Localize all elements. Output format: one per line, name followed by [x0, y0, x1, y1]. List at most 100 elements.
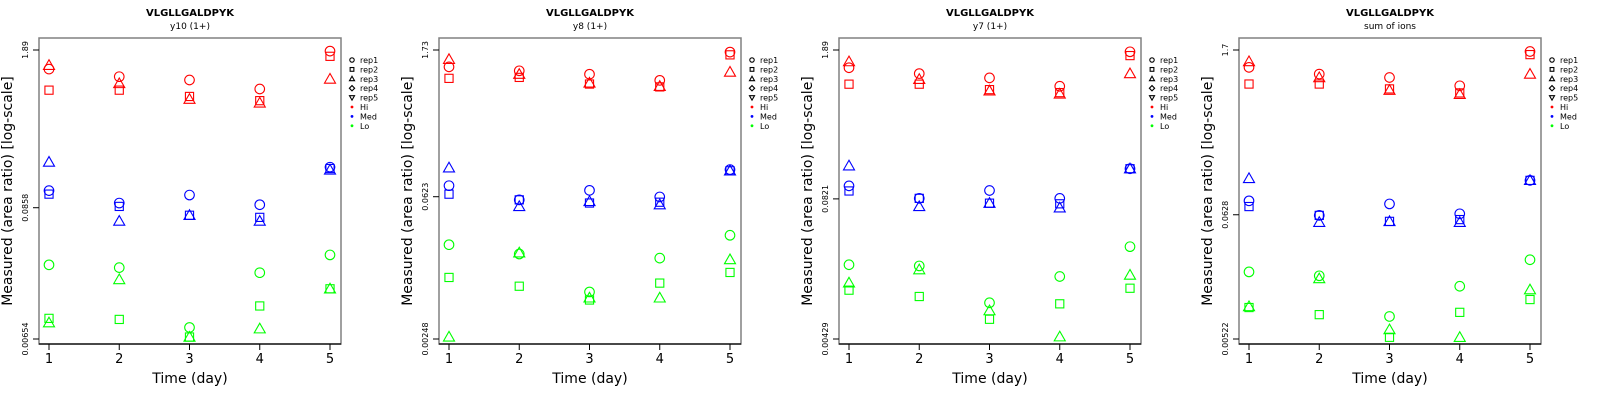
legend-label-rep5: rep5 [760, 94, 778, 103]
legend-symbol-rep3 [1548, 75, 1556, 82]
legend-symbol-rep2 [1149, 66, 1155, 72]
point-lo-rep3-day4 [253, 322, 267, 334]
point-med-rep3-day5 [323, 163, 337, 175]
point-med-rep1-day2 [113, 197, 125, 209]
legend-label-lo: Lo [1160, 122, 1169, 131]
chart-title: VLGLLGALDPYK [146, 8, 235, 19]
point-hi-rep2-day1 [1244, 79, 1254, 89]
point-lo-rep1-day2 [513, 248, 525, 260]
legend-symbol-med [1550, 115, 1554, 118]
point-hi-rep2-day1 [444, 73, 454, 83]
point-hi-rep1-day2 [113, 71, 125, 83]
point-lo-rep1-day2 [113, 262, 125, 273]
point-lo-rep2-day5 [1525, 294, 1535, 305]
legend-label-rep4: rep4 [760, 84, 778, 93]
legend-label-rep2: rep2 [760, 65, 778, 74]
point-hi-rep3-day2 [912, 72, 926, 84]
legend-label-rep5: rep5 [1560, 94, 1578, 103]
point-lo-rep3-day4 [1453, 330, 1467, 342]
point-hi-rep1-day5 [724, 46, 736, 58]
chart-title: VLGLLGALDPYK [946, 8, 1035, 19]
y-tick-label: 0.00522 [1221, 322, 1230, 355]
legend-symbol-rep1 [749, 57, 755, 63]
legend-symbol-rep1 [1549, 57, 1555, 63]
y-tick-label: 0.00248 [421, 322, 430, 355]
point-lo-rep1-day4 [654, 252, 666, 264]
point-lo-rep3-day1 [42, 316, 56, 328]
legend-label-lo: Lo [360, 122, 369, 131]
x-axis-label: Time (day) [1351, 371, 1427, 387]
point-med-rep3-day4 [253, 214, 267, 226]
point-lo-rep2-day3 [1384, 332, 1395, 342]
y-tick-label: 1.73 [421, 41, 430, 59]
legend-symbol-hi [1150, 105, 1154, 109]
legend-label-med: Med [1560, 112, 1577, 121]
point-lo-rep2-day2 [114, 314, 124, 325]
legend-label-rep3: rep3 [360, 75, 378, 84]
point-hi-rep1-day4 [1454, 80, 1466, 92]
point-lo-rep3-day4 [1053, 330, 1067, 342]
point-hi-rep1-day3 [984, 72, 995, 84]
legend-symbol-lo [750, 124, 754, 128]
point-hi-rep2-day2 [1314, 79, 1324, 89]
point-lo-rep3-day1 [1242, 299, 1256, 312]
point-hi-rep3-day4 [253, 96, 267, 108]
x-tick-label: 5 [326, 352, 334, 367]
legend-label-rep3: rep3 [760, 75, 778, 84]
point-hi-rep2-day2 [514, 72, 524, 83]
point-med-rep1-day4 [254, 199, 266, 211]
y-tick-label: 0.0858 [21, 194, 30, 222]
point-med-rep3-day2 [912, 199, 926, 212]
point-hi-rep1-day4 [654, 74, 666, 86]
x-tick-label: 1 [45, 352, 53, 367]
legend-label-rep5: rep5 [1160, 94, 1178, 103]
legend-symbol-rep2 [349, 66, 355, 72]
x-tick-label: 4 [256, 352, 264, 367]
point-lo-rep1-day5 [1524, 254, 1536, 266]
legend-label-hi: Hi [760, 103, 768, 112]
point-med-rep2-day2 [114, 201, 124, 212]
point-hi-rep3-day5 [323, 72, 337, 84]
point-hi-rep3-day1 [42, 58, 56, 70]
point-med-rep3-day3 [183, 208, 196, 220]
y-tick-label: 0.0821 [821, 185, 830, 213]
plot-frame [438, 37, 742, 345]
legend-label-rep2: rep2 [360, 65, 378, 74]
point-med-rep3-day4 [1053, 201, 1067, 213]
point-lo-rep1-day1 [43, 259, 55, 271]
chart-subtitle: y8 (1+) [573, 22, 607, 32]
point-med-rep1-day3 [584, 184, 595, 196]
legend-label-hi: Hi [1160, 103, 1168, 112]
legend-symbol-rep4 [1548, 84, 1556, 92]
point-hi-rep3-day5 [1523, 67, 1537, 79]
point-med-rep1-day2 [913, 193, 925, 204]
legend-symbol-rep5 [1548, 95, 1556, 102]
x-tick-label: 3 [985, 352, 993, 367]
point-hi-rep3-day4 [1053, 87, 1067, 99]
legend-symbol-rep5 [1148, 95, 1156, 102]
point-med-rep1-day5 [324, 161, 336, 173]
point-hi-rep1-day3 [1384, 72, 1395, 83]
x-tick-label: 2 [515, 352, 523, 367]
point-hi-rep1-day5 [1524, 46, 1536, 57]
point-hi-rep1-day2 [913, 68, 925, 79]
point-med-rep1-day1 [843, 180, 855, 192]
point-lo-rep3-day3 [583, 291, 596, 303]
x-tick-label: 3 [185, 352, 193, 367]
point-lo-rep1-day1 [1243, 266, 1255, 278]
x-tick-label: 2 [115, 352, 123, 367]
legend-symbol-rep3 [748, 75, 756, 82]
x-axis-label: Time (day) [551, 371, 627, 387]
plot-frame [1238, 37, 1542, 345]
legend-label-rep5: rep5 [360, 94, 378, 103]
legend-symbol-rep1 [349, 57, 355, 63]
point-lo-rep2-day2 [1314, 310, 1324, 320]
point-med-rep3-day5 [1523, 173, 1537, 186]
x-tick-label: 1 [1245, 352, 1253, 367]
point-lo-rep3-day2 [512, 246, 526, 258]
point-lo-rep2-day4 [655, 278, 665, 288]
x-tick-label: 5 [726, 352, 734, 367]
